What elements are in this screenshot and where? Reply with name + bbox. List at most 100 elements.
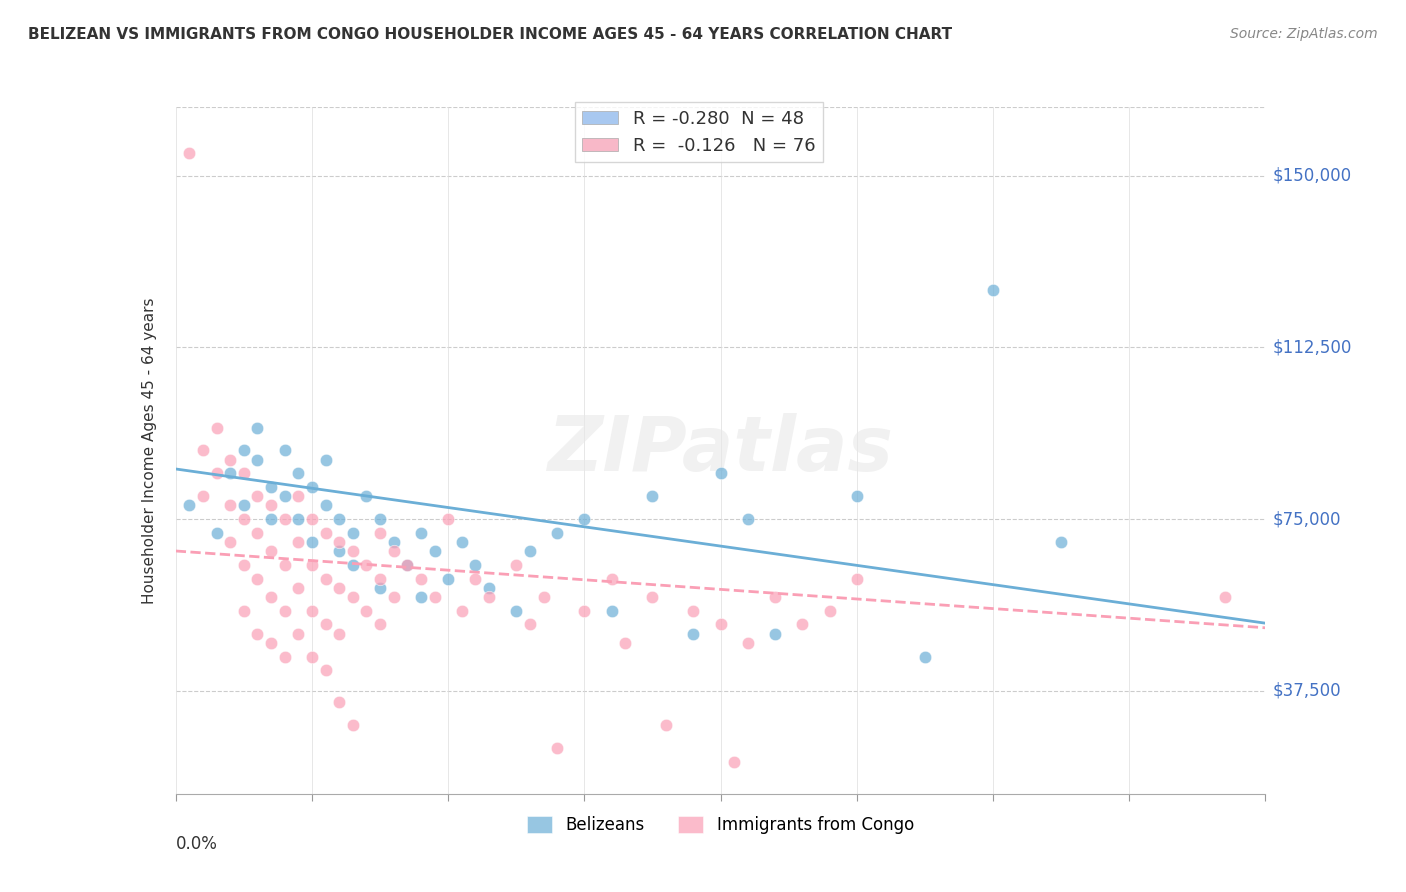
Point	[274, 489, 297, 503]
Point	[260, 480, 283, 494]
Point	[981, 283, 1004, 297]
Point	[191, 489, 214, 503]
Point	[368, 572, 391, 586]
Point	[179, 145, 201, 160]
Point	[232, 558, 254, 572]
Point	[287, 626, 309, 640]
Point	[328, 535, 350, 549]
Point	[301, 535, 323, 549]
Point	[219, 499, 242, 513]
Point	[519, 617, 541, 632]
Point	[505, 604, 527, 618]
Point	[546, 741, 568, 756]
Point	[409, 590, 432, 604]
Text: $150,000: $150,000	[1272, 167, 1351, 185]
Point	[205, 525, 228, 540]
Point	[274, 443, 297, 458]
Point	[342, 525, 364, 540]
Point	[315, 572, 337, 586]
Text: $37,500: $37,500	[1272, 681, 1341, 700]
Point	[274, 558, 297, 572]
Legend: Belizeans, Immigrants from Congo: Belizeans, Immigrants from Congo	[520, 809, 921, 840]
Point	[737, 636, 759, 650]
Point	[246, 626, 269, 640]
Point	[328, 512, 350, 526]
Point	[232, 443, 254, 458]
Point	[246, 489, 269, 503]
Point	[328, 544, 350, 558]
Point	[274, 604, 297, 618]
Point	[818, 604, 841, 618]
Point	[1213, 590, 1236, 604]
Point	[246, 420, 269, 434]
Point	[246, 525, 269, 540]
Point	[600, 572, 623, 586]
Point	[763, 626, 786, 640]
Point	[232, 467, 254, 481]
Point	[356, 558, 378, 572]
Point	[232, 604, 254, 618]
Point	[232, 499, 254, 513]
Point	[546, 525, 568, 540]
Point	[287, 581, 309, 595]
Point	[478, 581, 501, 595]
Point	[315, 617, 337, 632]
Point	[274, 649, 297, 664]
Point	[205, 467, 228, 481]
Point	[315, 525, 337, 540]
Text: 0.0%: 0.0%	[176, 835, 218, 853]
Point	[356, 604, 378, 618]
Point	[450, 604, 472, 618]
Point	[260, 512, 283, 526]
Point	[342, 558, 364, 572]
Point	[315, 452, 337, 467]
Point	[1050, 535, 1073, 549]
Point	[205, 420, 228, 434]
Point	[260, 636, 283, 650]
Point	[315, 499, 337, 513]
Point	[179, 499, 201, 513]
Point	[274, 512, 297, 526]
Point	[655, 718, 678, 732]
Point	[342, 718, 364, 732]
Point	[328, 581, 350, 595]
Point	[682, 626, 704, 640]
Point	[600, 604, 623, 618]
Point	[723, 755, 745, 769]
Point	[328, 626, 350, 640]
Point	[505, 558, 527, 572]
Point	[710, 617, 733, 632]
Point	[301, 558, 323, 572]
Point	[437, 572, 460, 586]
Point	[437, 512, 460, 526]
Point	[368, 581, 391, 595]
Point	[287, 489, 309, 503]
Point	[763, 590, 786, 604]
Y-axis label: Householder Income Ages 45 - 64 years: Householder Income Ages 45 - 64 years	[142, 297, 157, 604]
Point	[396, 558, 419, 572]
Point	[287, 512, 309, 526]
Point	[423, 590, 446, 604]
Point	[641, 489, 664, 503]
Point	[478, 590, 501, 604]
Point	[342, 544, 364, 558]
Point	[260, 499, 283, 513]
Point	[287, 535, 309, 549]
Point	[574, 604, 596, 618]
Point	[232, 512, 254, 526]
Point	[260, 544, 283, 558]
Text: $75,000: $75,000	[1272, 510, 1341, 528]
Point	[845, 489, 868, 503]
Point	[301, 512, 323, 526]
Text: BELIZEAN VS IMMIGRANTS FROM CONGO HOUSEHOLDER INCOME AGES 45 - 64 YEARS CORRELAT: BELIZEAN VS IMMIGRANTS FROM CONGO HOUSEH…	[28, 27, 952, 42]
Point	[396, 558, 419, 572]
Point	[737, 512, 759, 526]
Point	[246, 452, 269, 467]
Point	[382, 544, 405, 558]
Point	[450, 535, 472, 549]
Point	[219, 535, 242, 549]
Point	[464, 558, 486, 572]
Point	[246, 572, 269, 586]
Point	[409, 572, 432, 586]
Point	[328, 695, 350, 709]
